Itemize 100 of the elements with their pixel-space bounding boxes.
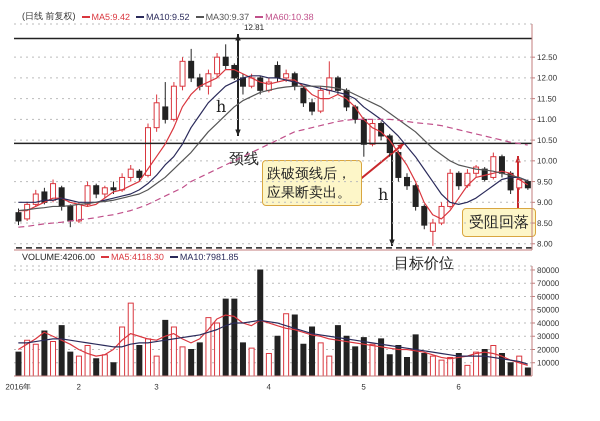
bar: [404, 356, 410, 376]
candlestick: [128, 164, 134, 182]
bar: [32, 344, 39, 376]
bar: [386, 354, 393, 376]
y-tick-label: 70000: [537, 279, 560, 288]
bar: [352, 346, 358, 376]
candlestick: [456, 170, 462, 190]
y-tick-label: 11.50: [537, 94, 557, 104]
candlestick: [119, 172, 126, 192]
chart-title: (日线 前复权): [22, 10, 76, 23]
bar: [110, 362, 116, 376]
bar: [248, 348, 255, 376]
y-tick-label: 9.00: [537, 198, 554, 208]
bar: [58, 325, 65, 376]
y-tick-label: 12.00: [537, 74, 558, 83]
candlestick: [231, 62, 238, 80]
bar: [344, 336, 350, 376]
candlestick: [412, 183, 419, 212]
candlestick: [162, 82, 168, 124]
candlestick: [188, 48, 194, 83]
legend-label: MA10:9.52: [145, 10, 190, 23]
bar: [93, 358, 100, 376]
bar: [180, 346, 186, 376]
annotation: 跌破颈线后，应果断卖出。: [262, 160, 362, 206]
y-tick-label: 11.00: [537, 115, 557, 124]
candlestick: [136, 168, 142, 182]
candlestick: [516, 176, 522, 190]
annotation: h: [216, 97, 226, 116]
bar: [334, 325, 341, 376]
bar: [41, 330, 48, 376]
bar: [464, 364, 470, 376]
candlestick: [490, 152, 496, 180]
x-tick-label: 5: [361, 382, 366, 392]
candlestick: [404, 172, 410, 190]
legend-label: MA5:4118.30: [110, 252, 164, 262]
bar: [196, 342, 203, 376]
candlestick: [257, 75, 264, 95]
bar: [162, 320, 168, 376]
ref-line-label: 颈线: [229, 150, 259, 168]
bar: [508, 362, 514, 376]
bar: [188, 348, 194, 376]
bar: [67, 352, 74, 376]
candlestick: [498, 154, 505, 178]
bar: [309, 326, 316, 376]
y-tick-label: 9.50: [537, 177, 554, 186]
y-tick-label: 60000: [537, 292, 560, 302]
y-tick-label: 10.50: [537, 136, 558, 145]
x-tick-label: 3: [154, 382, 160, 392]
bar: [300, 344, 306, 376]
y-tick-label: 10.00: [537, 156, 558, 166]
x-tick-label: 6: [456, 382, 462, 392]
candlestick: [309, 98, 316, 116]
y-tick-label: 20000: [537, 345, 560, 354]
bar: [154, 356, 160, 376]
candlestick: [430, 218, 436, 246]
candlestick: [318, 86, 324, 114]
y-tick-label: 8.50: [537, 218, 554, 228]
candlestick: [524, 179, 531, 190]
bar: [16, 352, 22, 376]
bar: [76, 356, 82, 376]
y-tick-label: 12.50: [537, 53, 558, 62]
bar: [136, 345, 142, 376]
y-tick-label: 80000: [537, 266, 560, 275]
y-tick-label: 30000: [537, 332, 560, 342]
bar: [266, 352, 272, 376]
bar: [292, 314, 298, 376]
x-tick-label: 4: [266, 382, 272, 392]
candlestick: [352, 104, 358, 124]
bar: [412, 334, 419, 376]
bar: [231, 298, 238, 376]
legend-label: MA10:7981.85: [178, 252, 238, 262]
candlestick: [464, 168, 470, 188]
y-tick-label: 10000: [537, 358, 560, 368]
bar: [222, 298, 229, 376]
bar: [318, 342, 324, 376]
bar: [326, 356, 332, 376]
candlestick: [421, 204, 428, 230]
bar: [240, 342, 246, 376]
bar: [395, 345, 402, 376]
bar: [257, 269, 264, 376]
candlestick: [274, 60, 280, 83]
annotation: 12.81: [244, 23, 265, 32]
bar: [378, 338, 384, 376]
annotation: h: [378, 185, 388, 204]
candlestick: [16, 208, 22, 226]
candlestick: [334, 75, 341, 95]
bar: [524, 368, 531, 376]
bar: [274, 336, 280, 376]
text: VOLUME:4206.00: [22, 252, 96, 262]
x-tick-label: 2: [76, 382, 82, 392]
candlestick: [222, 44, 229, 70]
candlestick: [110, 181, 116, 195]
y-tick-label: 50000: [537, 306, 560, 315]
candlestick: [300, 86, 306, 108]
candlestick: [102, 185, 108, 199]
bar: [482, 348, 488, 376]
bar: [421, 352, 428, 376]
y-tick-label: 40000: [537, 318, 560, 328]
legend-label: MA60:10.38: [264, 10, 314, 23]
candlestick: [93, 183, 100, 199]
